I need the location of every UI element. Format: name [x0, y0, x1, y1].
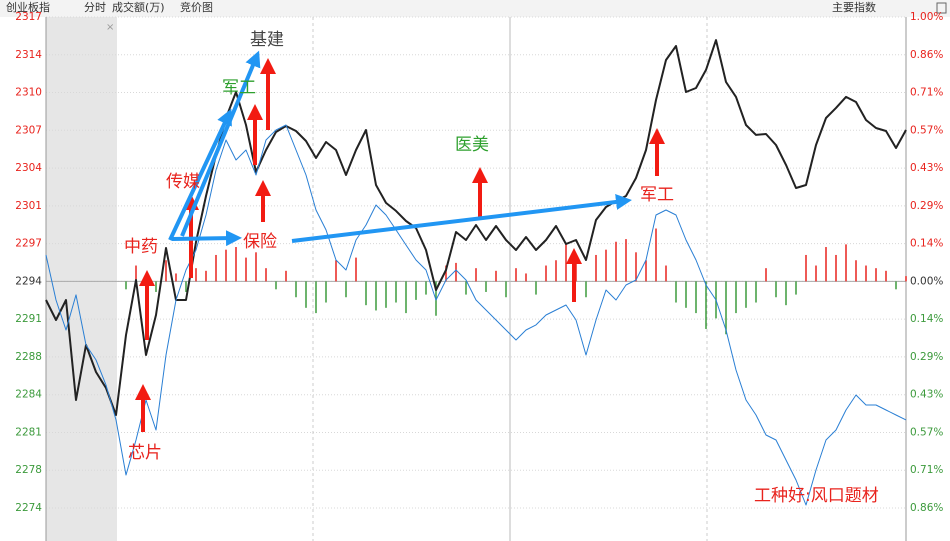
plot [45, 39, 907, 506]
y2-tick-label: 0.86% [910, 502, 943, 514]
blue-arrow [291, 194, 632, 243]
auction-area [46, 17, 117, 541]
tab[interactable]: 竞价图 [180, 0, 213, 14]
tab[interactable]: 成交额(万) [112, 0, 165, 14]
y-tick-label: 2281 [15, 426, 42, 438]
y-tick-label: 2278 [15, 464, 42, 476]
annotation: 军工 [640, 185, 674, 205]
annotation: 传媒 [166, 172, 200, 192]
close-icon[interactable]: × [106, 22, 114, 33]
y-tick-label: 2314 [15, 49, 42, 61]
annotation: 军工 [222, 78, 256, 98]
y-tick-label: 2307 [15, 124, 42, 136]
annotation: 基建 [250, 30, 284, 50]
y-tick-label: 2317 [15, 11, 42, 23]
y2-tick-label: 0.86% [910, 49, 943, 61]
blue-arrow [168, 108, 232, 241]
y-tick-label: 2288 [15, 351, 42, 363]
blue-arrow [171, 230, 242, 247]
y-tick-label: 2294 [15, 275, 42, 287]
annotation: 工种好:风口题材 [754, 486, 879, 506]
annotation: 保险 [243, 232, 277, 252]
blue-arrow [180, 50, 261, 237]
main-index-button[interactable]: 主要指数 [832, 0, 876, 14]
y2-tick-label: 0.14% [910, 238, 943, 250]
y2-tick-label: 0.00% [910, 275, 943, 287]
y2-tick-label: 0.43% [910, 162, 943, 174]
price-line [45, 39, 907, 416]
y2-tick-label: 1.00% [910, 11, 943, 23]
tab[interactable]: 分时 [84, 1, 106, 14]
y-tick-label: 2284 [15, 389, 42, 401]
header-bar [0, 0, 950, 17]
y2-tick-label: 0.71% [910, 464, 943, 476]
arrows [135, 50, 665, 432]
y-tick-label: 2297 [15, 238, 42, 250]
panel-icon[interactable] [936, 2, 947, 14]
y2-tick-label: 0.43% [910, 389, 943, 401]
annotation: 医美 [455, 135, 489, 155]
y2-tick-label: 0.57% [910, 124, 943, 136]
y-tick-label: 2301 [15, 200, 42, 212]
y2-tick-label: 0.29% [910, 200, 943, 212]
y2-tick-label: 0.57% [910, 426, 943, 438]
grid [46, 16, 906, 509]
y-tick-label: 2310 [15, 87, 42, 99]
annotation: 中药 [124, 237, 158, 257]
y2-tick-label: 0.71% [910, 87, 943, 99]
y-tick-label: 2304 [15, 162, 42, 174]
y-tick-label: 2274 [15, 502, 42, 514]
annotation: 芯片 [128, 443, 162, 463]
y2-tick-label: 0.14% [910, 313, 943, 325]
y2-tick-label: 0.29% [910, 351, 943, 363]
y-tick-label: 2291 [15, 313, 42, 325]
index-name: 创业板指 [6, 0, 50, 14]
